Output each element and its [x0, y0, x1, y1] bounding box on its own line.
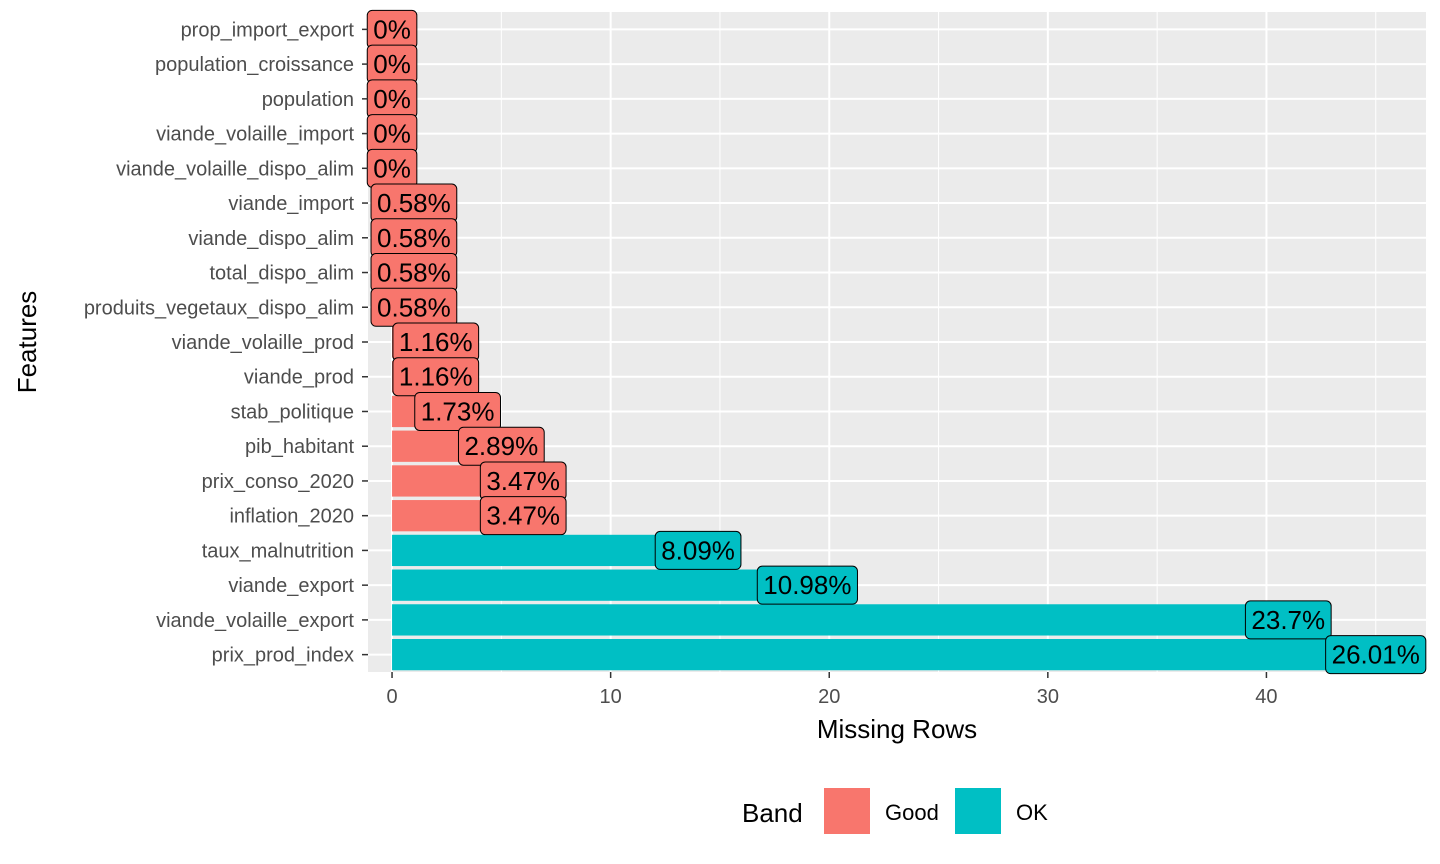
- data-label-group: 0%: [366, 148, 418, 188]
- data-label-group: 0%: [366, 114, 418, 154]
- legend-key-good: [824, 788, 870, 834]
- data-label: 1.73%: [421, 396, 495, 426]
- data-label-group: 2.89%: [457, 426, 545, 466]
- x-tick-label: 10: [600, 686, 622, 708]
- data-labels: 0% 0% 0% 0% 0% 0.58% 0.58% 0.58% 0.58% 1.16% 1.16%…: [366, 9, 1427, 675]
- data-label-group: 0%: [366, 9, 418, 49]
- data-label-group: 8.09%: [654, 530, 742, 570]
- data-label-group: 0.58%: [370, 253, 458, 293]
- y-tick-label: viande_volaille_prod: [172, 332, 354, 354]
- data-label: 0.58%: [377, 258, 451, 288]
- legend: Band Good OK: [742, 788, 1048, 834]
- data-label: 0%: [373, 49, 411, 79]
- data-label-group: 0.58%: [370, 218, 458, 258]
- y-axis-title: Features: [12, 291, 42, 394]
- data-label-group: 23.7%: [1244, 600, 1332, 640]
- data-label-group: 0%: [366, 44, 418, 84]
- data-label-group: 0.58%: [370, 287, 458, 327]
- x-tick-label: 0: [386, 686, 397, 708]
- y-tick-label: population: [262, 89, 354, 111]
- data-label-group: 1.16%: [392, 357, 480, 397]
- y-tick-label: population_croissance: [155, 54, 354, 76]
- data-label: 26.01%: [1332, 640, 1420, 670]
- y-tick-label: produits_vegetaux_dispo_alim: [84, 297, 354, 319]
- data-label: 3.47%: [486, 501, 560, 531]
- data-label: 0%: [373, 153, 411, 183]
- data-label-box: [414, 391, 501, 431]
- data-label: 0%: [373, 119, 411, 149]
- y-tick-label: viande_dispo_alim: [188, 228, 354, 250]
- y-tick-label: viande_import: [228, 193, 354, 215]
- y-tick-label: pib_habitant: [245, 436, 354, 458]
- x-tick-label: 30: [1037, 686, 1059, 708]
- y-tick-label: prix_conso_2020: [202, 471, 354, 493]
- data-label: 0%: [373, 84, 411, 114]
- bar: [392, 534, 699, 567]
- legend-label-good: Good: [885, 800, 939, 825]
- data-label-group: 0%: [366, 79, 418, 119]
- y-tick-label: viande_export: [228, 575, 354, 597]
- data-label: 23.7%: [1251, 605, 1325, 635]
- legend-key-ok: [955, 788, 1001, 834]
- data-label-group: 10.98%: [756, 565, 858, 605]
- data-label-group: 26.01%: [1325, 635, 1427, 675]
- data-label-box: [756, 565, 858, 605]
- data-label: 0%: [373, 14, 411, 44]
- y-tick-label: prop_import_export: [181, 19, 355, 41]
- y-tick-label: stab_politique: [231, 401, 354, 423]
- data-label-group: 0.58%: [370, 183, 458, 223]
- data-label: 0.58%: [377, 188, 451, 218]
- y-tick-label: total_dispo_alim: [209, 263, 354, 285]
- data-label-box: [654, 530, 742, 570]
- data-label-group: 3.47%: [479, 496, 567, 536]
- y-tick-label: prix_prod_index: [212, 645, 354, 667]
- data-label-group: 1.73%: [414, 391, 501, 431]
- data-label: 10.98%: [763, 570, 851, 600]
- data-label-group: 1.16%: [392, 322, 480, 362]
- data-label: 8.09%: [661, 535, 735, 565]
- bar: [392, 604, 1289, 636]
- x-axis: 0 10 20 30 40: [386, 672, 1278, 708]
- data-label-box: [1244, 600, 1332, 640]
- data-label: 1.16%: [399, 327, 473, 357]
- y-tick-label: taux_malnutrition: [202, 540, 354, 562]
- data-label: 1.16%: [399, 362, 473, 392]
- x-axis-title: Missing Rows: [817, 714, 977, 744]
- data-label: 0.58%: [377, 292, 451, 322]
- y-tick-label: viande_volaille_dispo_alim: [116, 158, 354, 180]
- data-label-box: [1325, 635, 1427, 675]
- y-tick-label: viande_volaille_import: [156, 124, 354, 146]
- y-tick-label: inflation_2020: [229, 506, 354, 528]
- data-label: 2.89%: [464, 431, 538, 461]
- data-label-group: 3.47%: [479, 461, 567, 501]
- y-axis: prop_import_export population_croissancep…: [84, 19, 368, 667]
- legend-label-ok: OK: [1016, 800, 1048, 825]
- y-tick-label: viande_prod: [244, 367, 354, 389]
- data-label: 3.47%: [486, 466, 560, 496]
- bar: [392, 639, 1376, 671]
- data-label: 0.58%: [377, 223, 451, 253]
- bar: [392, 569, 808, 601]
- x-tick-label: 20: [818, 686, 840, 708]
- y-tick-label: viande_volaille_export: [156, 610, 354, 632]
- legend-title: Band: [742, 798, 803, 828]
- data-label-box: [479, 496, 567, 536]
- x-tick-label: 40: [1255, 686, 1277, 708]
